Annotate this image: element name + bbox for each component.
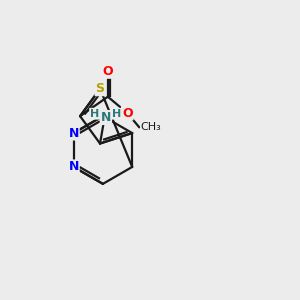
Text: S: S	[95, 82, 104, 95]
Text: O: O	[122, 106, 133, 119]
Text: N: N	[68, 160, 79, 173]
Text: N: N	[101, 111, 111, 124]
Text: H: H	[112, 109, 121, 119]
Text: H: H	[90, 109, 99, 119]
Text: CH₃: CH₃	[141, 122, 161, 132]
Text: N: N	[68, 127, 79, 140]
Text: O: O	[103, 65, 113, 78]
